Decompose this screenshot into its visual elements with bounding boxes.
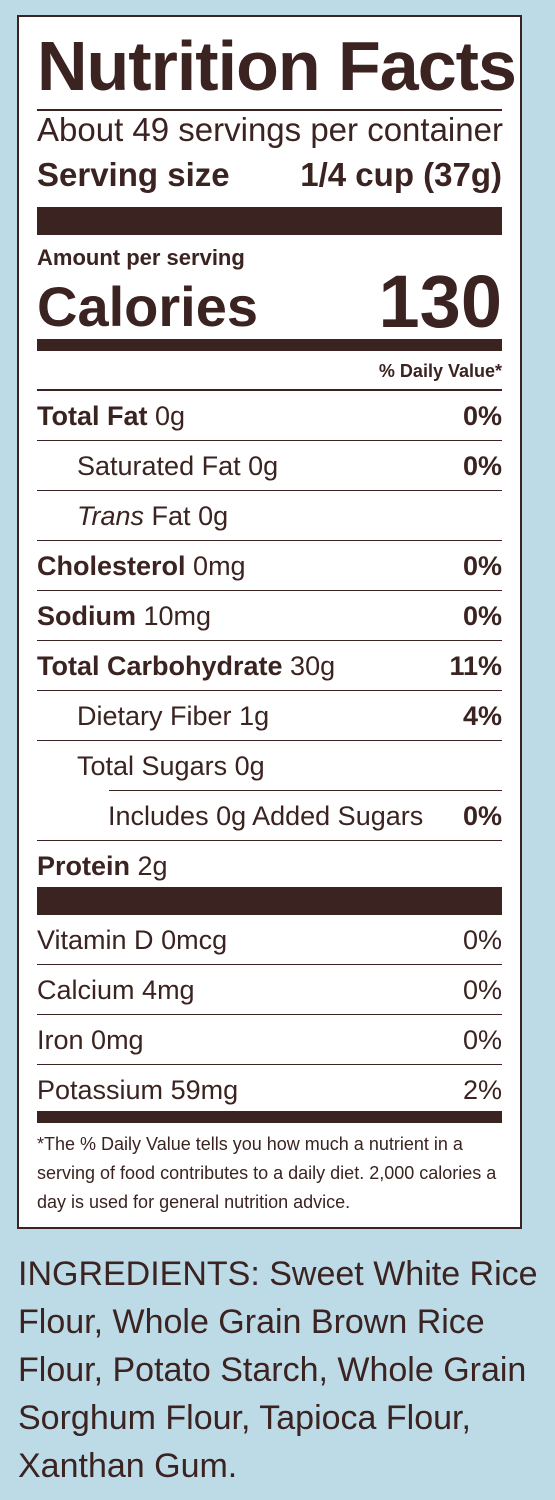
vitamin-amount: 4mg — [142, 974, 195, 1005]
divider-medium — [37, 1111, 502, 1123]
vitamin-name: Vitamin D — [37, 924, 154, 955]
nutrient-amount: 1g — [239, 700, 270, 731]
vitamin-name: Iron — [37, 1024, 84, 1055]
nutrition-facts-title: Nutrition Facts — [37, 27, 517, 105]
daily-value-header: % Daily Value* — [378, 361, 502, 381]
divider-hairline — [37, 590, 502, 591]
nutrient-amount: 0g — [155, 400, 186, 431]
calories-value: 130 — [378, 260, 502, 343]
nutrient-name-italic: Trans — [77, 500, 145, 531]
nutrient-dv: 0% — [462, 450, 502, 481]
ingredients-text: INGREDIENTS: Sweet White Rice Flour, Who… — [18, 1255, 538, 1485]
serving-size-row: Serving size 1/4 cup (37g) — [37, 158, 502, 191]
nutrient-name: Includes 0g Added Sugars — [108, 800, 424, 831]
nutrient-amount: 2g — [137, 850, 168, 881]
nutrient-name: Total Fat — [37, 400, 148, 431]
nutrient-dv: 0% — [462, 600, 502, 631]
nutrient-row-protein: Protein 2g — [37, 841, 502, 891]
divider-hairline — [37, 1064, 502, 1065]
nutrient-name: Dietary Fiber — [77, 700, 232, 731]
daily-value-footnote: *The % Daily Value tells you how much a … — [37, 1134, 497, 1212]
vitamin-amount: 59mg — [170, 1074, 239, 1105]
vitamin-row-potassium: Potassium 59mg 2% — [37, 1065, 502, 1115]
divider-hairline — [109, 790, 502, 791]
divider-hairline — [37, 440, 502, 441]
amount-per-serving: Amount per serving — [37, 245, 245, 270]
divider-thin — [37, 109, 502, 111]
nutrient-name: Total Sugars — [77, 750, 228, 781]
divider-hairline — [37, 640, 502, 641]
vitamin-amount: 0mg — [91, 1024, 144, 1055]
calories-label: Calories — [37, 275, 258, 338]
vitamin-dv: 0% — [462, 924, 502, 955]
nutrient-dv: 4% — [462, 700, 502, 731]
vitamin-name: Potassium — [37, 1074, 164, 1105]
servings-per-container: About 49 servings per container — [37, 111, 503, 148]
nutrient-dv: 0% — [462, 550, 502, 581]
divider-hairline — [37, 540, 502, 541]
divider-hairline — [37, 964, 502, 965]
divider-hairline — [37, 490, 502, 491]
nutrient-amount: 0g — [248, 450, 279, 481]
nutrient-name: Total Carbohydrate — [37, 650, 283, 681]
nutrient-amount: 0mg — [193, 550, 246, 581]
nutrient-row-total-sugars: Total Sugars 0g — [37, 741, 502, 791]
nutrient-row-added-sugars: Includes 0g Added Sugars 0% — [37, 791, 502, 841]
vitamin-row-vitamin-d: Vitamin D 0mcg 0% — [37, 915, 502, 965]
divider-thick — [37, 207, 502, 235]
nutrient-amount: 0g — [198, 500, 229, 531]
vitamin-dv: 0% — [462, 974, 502, 1005]
nutrient-row-sodium: Sodium 10mg 0% — [37, 591, 502, 641]
vitamin-dv: 0% — [462, 1024, 502, 1055]
nutrient-row-total-carbohydrate: Total Carbohydrate 30g 11% — [37, 641, 502, 691]
nutrient-name: Protein — [37, 850, 131, 881]
vitamin-row-iron: Iron 0mg 0% — [37, 1015, 502, 1065]
nutrient-name: Cholesterol — [37, 550, 186, 581]
serving-size-value: 1/4 cup (37g) — [300, 156, 502, 193]
vitamin-dv: 2% — [462, 1074, 502, 1105]
nutrient-name: Fat — [151, 500, 191, 531]
nutrient-name: Sodium — [37, 600, 136, 631]
serving-size-label: Serving size — [37, 156, 230, 193]
divider-medium — [37, 339, 502, 351]
nutrition-facts-panel: Nutrition Facts About 49 servings per co… — [17, 15, 522, 1229]
divider-hairline — [37, 690, 502, 691]
divider-thin — [37, 389, 502, 391]
vitamin-name: Calcium — [37, 974, 135, 1005]
nutrient-dv: 0% — [462, 400, 502, 431]
vitamin-row-calcium: Calcium 4mg 0% — [37, 965, 502, 1015]
nutrient-dv: 0% — [462, 800, 502, 831]
nutrient-row-total-fat: Total Fat 0g 0% — [37, 391, 502, 441]
nutrient-dv: 11% — [449, 650, 502, 681]
divider-hairline — [37, 840, 502, 841]
nutrient-row-dietary-fiber: Dietary Fiber 1g 4% — [37, 691, 502, 741]
divider-thick — [37, 887, 502, 915]
nutrient-row-trans-fat: Trans Fat 0g — [37, 491, 502, 541]
divider-hairline — [37, 1014, 502, 1015]
nutrient-amount: 10mg — [143, 600, 212, 631]
vitamin-amount: 0mcg — [161, 924, 228, 955]
nutrient-amount: 0g — [234, 750, 265, 781]
nutrient-name: Saturated Fat — [77, 450, 241, 481]
nutrient-row-saturated-fat: Saturated Fat 0g 0% — [37, 441, 502, 491]
nutrient-amount: 30g — [290, 650, 336, 681]
divider-hairline — [37, 740, 502, 741]
nutrient-row-cholesterol: Cholesterol 0mg 0% — [37, 541, 502, 591]
